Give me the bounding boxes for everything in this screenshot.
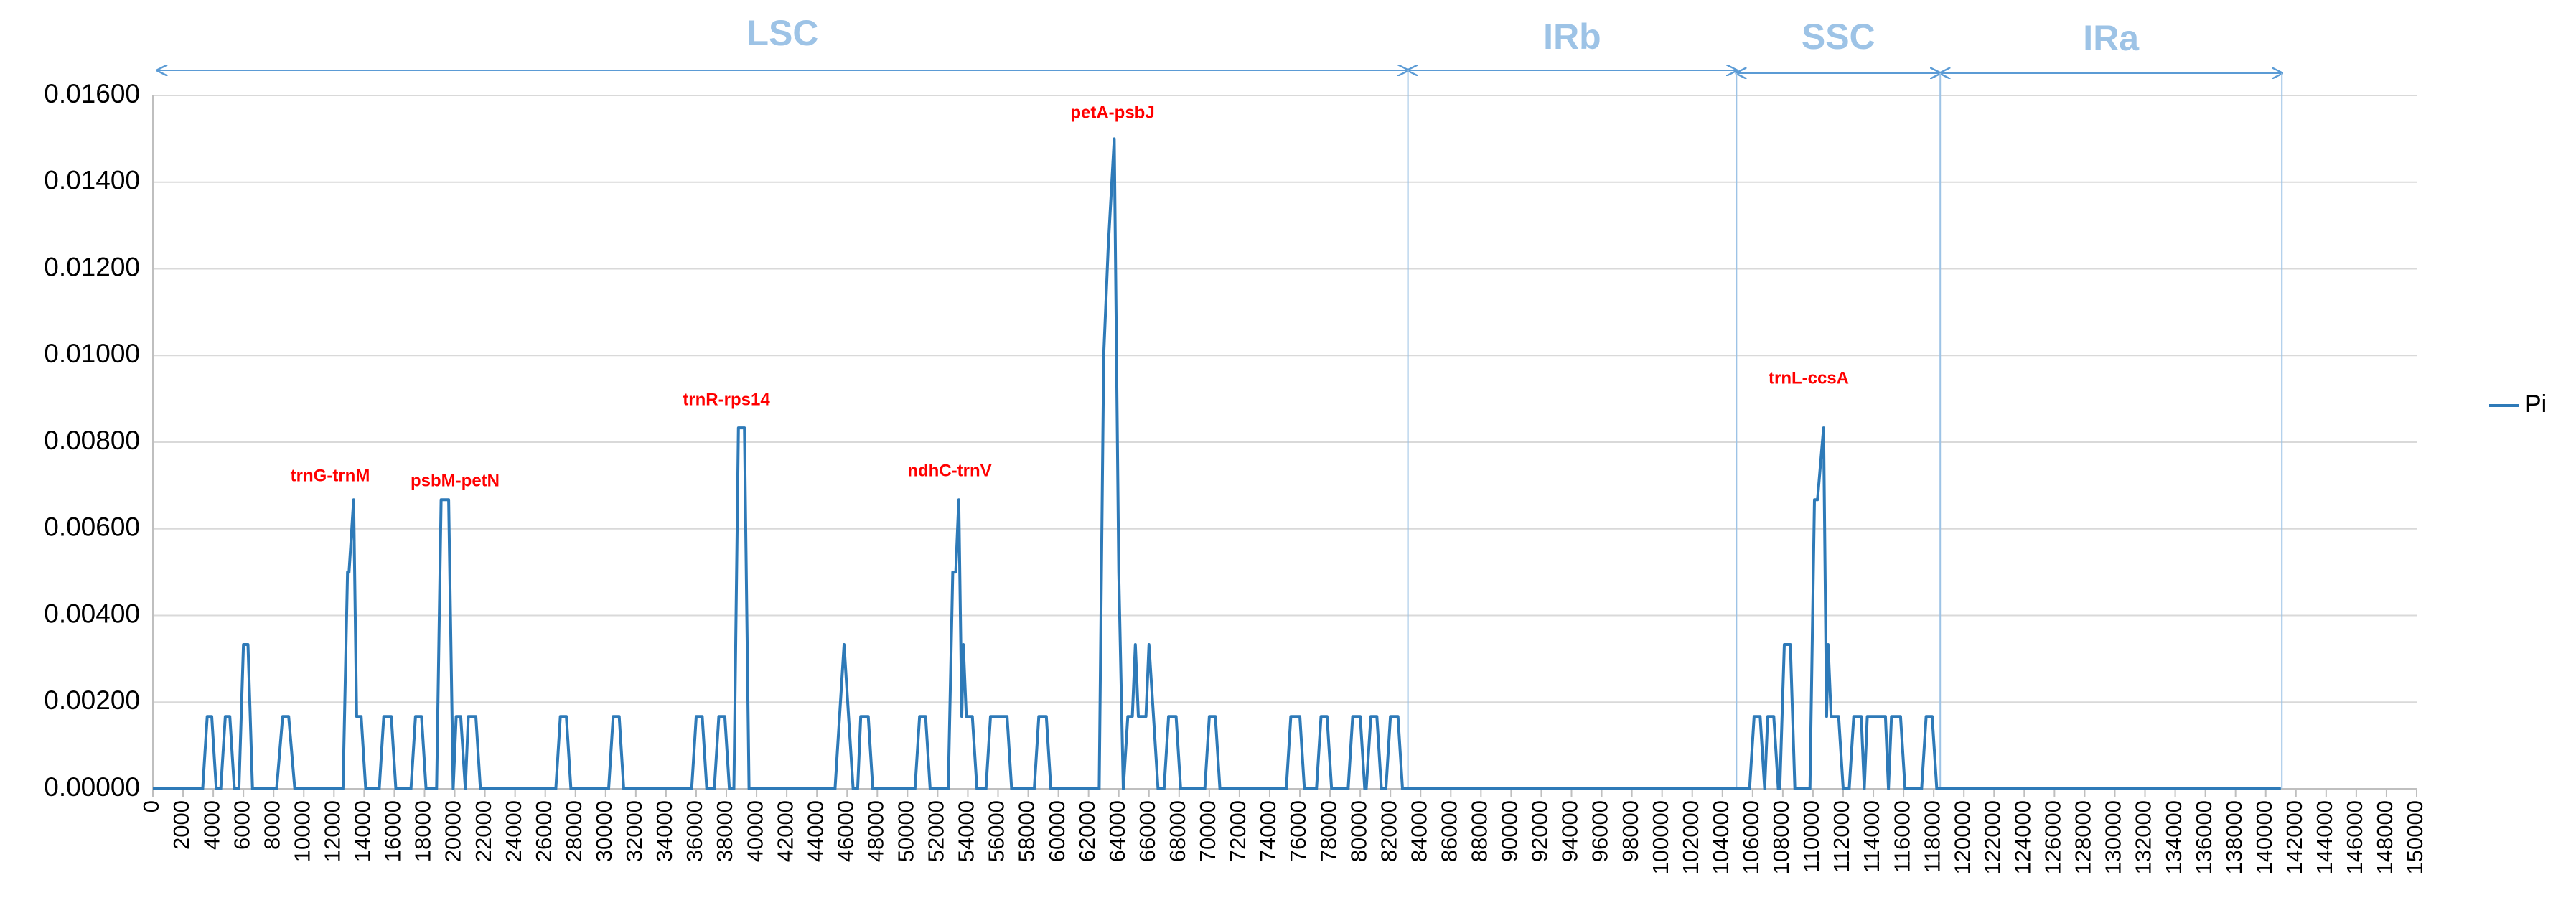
x-tick-label: 106000 [1738, 800, 1764, 874]
x-tick-label: 68000 [1165, 800, 1190, 862]
x-tick-label: 148000 [2372, 800, 2397, 874]
x-tick-label: 60000 [1044, 800, 1069, 862]
x-tick-label: 88000 [1467, 800, 1492, 862]
x-tick-label: 56000 [984, 800, 1009, 862]
x-tick-label: 26000 [531, 800, 556, 862]
x-tick-label: 126000 [2041, 800, 2066, 874]
x-tick-label: 92000 [1527, 800, 1552, 862]
x-tick-label: 18000 [411, 800, 436, 862]
x-tick-label: 4000 [199, 800, 224, 850]
x-tick-label: 2000 [169, 800, 194, 850]
x-tick-label: 6000 [229, 800, 254, 850]
y-tick-label: 0.00000 [44, 772, 140, 802]
x-tick-label: 22000 [471, 800, 496, 862]
legend-label: Pi [2525, 390, 2547, 418]
x-tick-label: 72000 [1225, 800, 1250, 862]
y-tick-label: 0.00400 [44, 599, 140, 628]
y-tick-label: 0.00600 [44, 512, 140, 542]
x-tick-label: 110000 [1799, 800, 1824, 873]
y-tick-label: 0.01400 [44, 166, 140, 195]
x-tick-label: 76000 [1285, 800, 1311, 862]
x-tick-label: 10000 [289, 800, 314, 862]
x-tick-label: 102000 [1678, 800, 1703, 874]
x-tick-label: 118000 [1919, 800, 1944, 873]
x-tick-label: 50000 [894, 800, 919, 862]
x-tick-label: 36000 [682, 800, 707, 862]
x-tick-label: 82000 [1376, 800, 1401, 862]
y-tick-label: 0.00800 [44, 426, 140, 455]
x-tick-label: 134000 [2161, 800, 2186, 874]
y-tick-label: 0.01200 [44, 252, 140, 281]
x-tick-label: 74000 [1255, 800, 1280, 862]
y-tick-label: 0.01600 [44, 79, 140, 108]
peak-annotation: ndhC-trnV [907, 461, 991, 480]
x-tick-label: 116000 [1889, 800, 1914, 873]
x-tick-label: 144000 [2312, 800, 2337, 874]
x-tick-label: 84000 [1406, 800, 1431, 862]
x-tick-label: 62000 [1074, 800, 1100, 862]
x-tick-label: 8000 [259, 800, 284, 850]
x-tick-label: 58000 [1014, 800, 1039, 862]
x-tick-label: 16000 [380, 800, 406, 862]
x-tick-label: 104000 [1708, 800, 1733, 874]
x-tick-label: 96000 [1588, 800, 1613, 862]
peak-annotation: psbM-petN [411, 471, 500, 490]
region-label: LSC [746, 13, 818, 53]
x-tick-label: 14000 [350, 800, 375, 862]
data-line [153, 137, 2281, 790]
x-tick-label: 54000 [954, 800, 979, 862]
region-label: IRa [2083, 18, 2140, 58]
x-tick-label: 136000 [2191, 800, 2216, 874]
peak-annotation: trnG-trnM [291, 466, 370, 485]
x-tick-label: 44000 [802, 800, 828, 862]
x-tick-label: 28000 [561, 800, 586, 862]
x-tick-label: 86000 [1436, 800, 1461, 862]
x-tick-label: 142000 [2282, 800, 2307, 874]
x-tick-label: 146000 [2342, 800, 2367, 874]
x-tick-label: 32000 [622, 800, 647, 862]
x-tick-label: 40000 [742, 800, 767, 862]
x-tick-label: 114000 [1859, 800, 1884, 873]
x-tick-label: 120000 [1949, 800, 1975, 874]
x-tick-label: 30000 [591, 800, 617, 862]
x-tick-label: 100000 [1648, 800, 1673, 874]
x-tick-label: 46000 [833, 800, 858, 862]
x-tick-label: 0 [139, 800, 164, 812]
x-tick-label: 64000 [1105, 800, 1130, 862]
peak-annotation: trnL-ccsA [1769, 368, 1849, 388]
x-tick-label: 138000 [2221, 800, 2247, 874]
x-tick-label: 94000 [1558, 800, 1583, 862]
x-tick-label: 42000 [772, 800, 797, 862]
y-tick-label: 0.00200 [44, 685, 140, 715]
x-tick-label: 52000 [924, 800, 949, 862]
x-tick-label: 124000 [2010, 800, 2035, 874]
x-tick-label: 132000 [2131, 800, 2156, 874]
x-tick-label: 70000 [1195, 800, 1220, 862]
x-tick-label: 20000 [441, 800, 466, 862]
x-tick-label: 98000 [1618, 800, 1643, 862]
x-tick-label: 38000 [712, 800, 737, 862]
x-tick-label: 66000 [1135, 800, 1160, 862]
x-tick-label: 150000 [2402, 800, 2427, 874]
x-tick-label: 128000 [2071, 800, 2096, 874]
x-tick-label: 24000 [501, 800, 526, 862]
x-tick-label: 12000 [320, 800, 345, 862]
y-tick-label: 0.01000 [44, 339, 140, 368]
x-tick-label: 108000 [1769, 800, 1794, 874]
x-tick-label: 80000 [1346, 800, 1371, 862]
peak-annotation: petA-psbJ [1070, 103, 1154, 122]
region-label: SSC [1802, 17, 1875, 57]
x-tick-label: 130000 [2101, 800, 2126, 874]
x-tick-label: 112000 [1829, 800, 1854, 873]
peak-annotation: trnR-rps14 [683, 390, 770, 409]
x-tick-label: 78000 [1316, 800, 1341, 862]
x-tick-label: 48000 [863, 800, 888, 862]
x-tick-label: 122000 [1980, 800, 2005, 874]
region-label: IRb [1543, 17, 1601, 57]
x-tick-label: 90000 [1497, 800, 1522, 862]
x-tick-label: 34000 [652, 800, 677, 862]
x-tick-label: 140000 [2252, 800, 2277, 874]
